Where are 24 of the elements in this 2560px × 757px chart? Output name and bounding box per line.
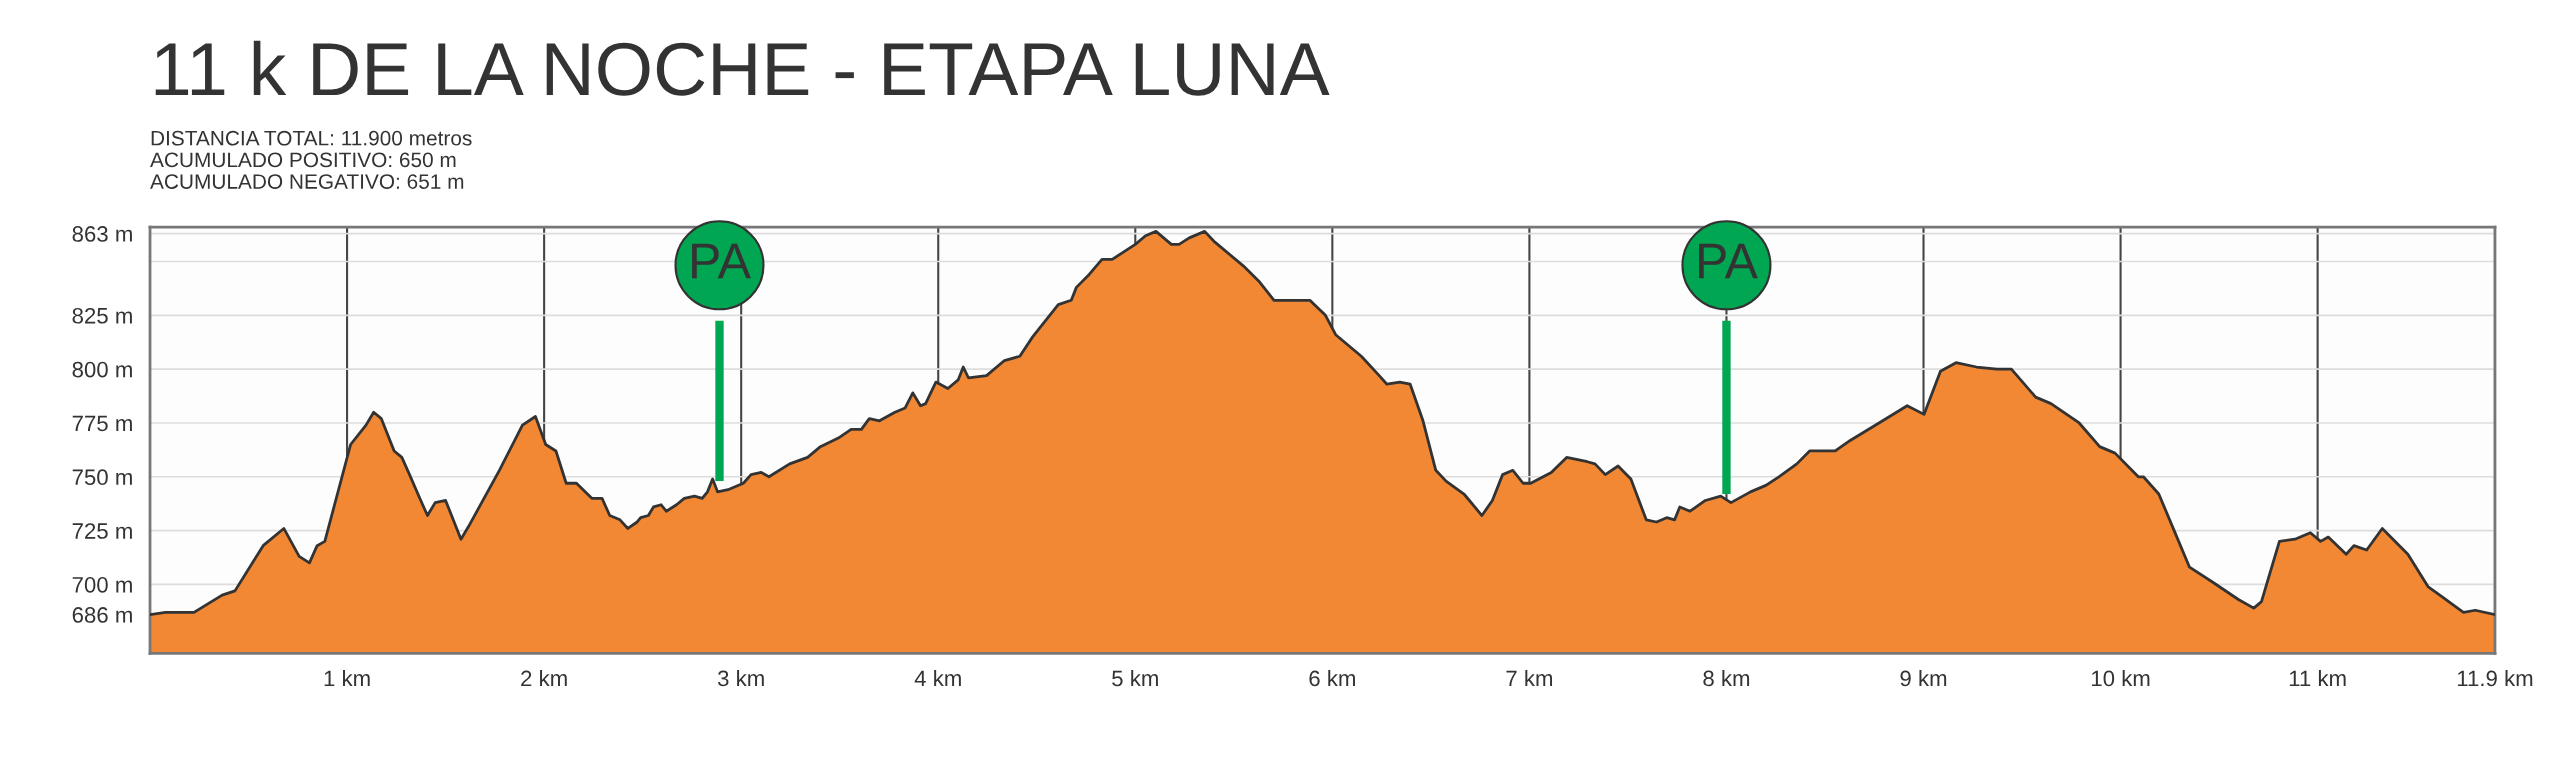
x-tick-label: 5 km <box>1112 669 1158 687</box>
y-tick-label: 800 m <box>72 361 132 378</box>
y-tick-label: 825 m <box>72 307 132 324</box>
x-tick-label: 9 km <box>1900 669 1947 687</box>
x-tick-label: 11.9 km <box>2457 669 2533 687</box>
x-tick-label: 11 km <box>2289 669 2346 687</box>
annotation: PA <box>1699 243 1758 279</box>
x-tick-label: 7 km <box>1506 669 1553 687</box>
y-tick-label: 725 m <box>72 523 132 539</box>
y-tick-label: 863 m <box>72 226 132 242</box>
y-tick-label: 686 m <box>72 607 132 623</box>
y-tick-label: 700 m <box>72 576 132 593</box>
x-tick-label: 10 km <box>2092 669 2150 687</box>
x-tick-label: 8 km <box>1703 669 1750 687</box>
annotation: PA <box>692 243 751 279</box>
x-tick-label: 1 km <box>324 669 370 687</box>
y-tick-label: 750 m <box>72 469 132 486</box>
x-tick-label: 3 km <box>717 669 764 687</box>
chart-subtitle: DISTANCIA TOTAL: 11.900 metros ACUMULADO POSITIVO: 650 m ACUMULADO NEGATIVO: 651 m <box>150 130 472 189</box>
y-tick-label: 775 m <box>72 415 132 432</box>
x-tick-label: 4 km <box>914 669 961 687</box>
x-tick-label: 6 km <box>1309 669 1355 687</box>
chart-title: 11 k DE LA NOCHE - ETAPA LUNA <box>155 40 1330 96</box>
x-tick-label: 2 km <box>521 669 567 687</box>
